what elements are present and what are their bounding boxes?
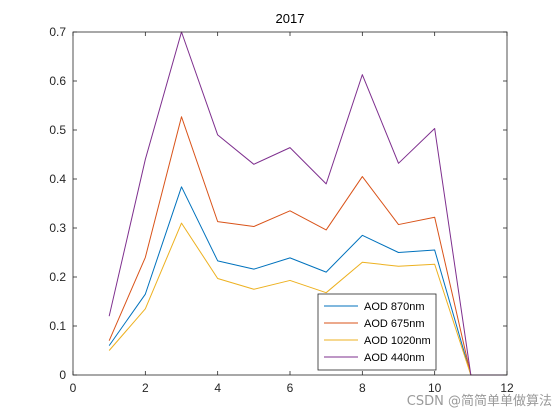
series-layer [108,31,507,376]
series-line-1 [108,186,507,376]
legend-label: AOD 1020nm [364,335,431,347]
y-tick-label: 0.1 [49,319,66,333]
chart-title: 2017 [276,11,305,26]
x-tick-label: 4 [214,381,221,395]
y-tick-label: 0.5 [49,123,66,137]
x-tick-label: 10 [428,381,442,395]
y-tick-label: 0.2 [49,270,66,284]
axes-layer: 0 2 4 6 8 10 12 0 0.1 0.2 0.3 0.4 0.5 0.6 0.7 [49,25,514,395]
legend-label: AOD 870nm [364,301,425,313]
x-tick-label: 8 [359,381,366,395]
y-tick-label: 0.3 [49,221,66,235]
x-tick-label: 0 [70,381,77,395]
series-line-3 [108,222,507,376]
legend-label: AOD 440nm [364,352,425,364]
y-tick-label: 0 [59,368,66,382]
plot-area [73,32,507,375]
x-tick-label: 12 [500,381,514,395]
series-line-2 [108,116,507,376]
series-line-4 [108,31,507,376]
legend-label: AOD 675nm [364,318,425,330]
watermark-text: CSDN @简简单单做算法 [407,393,552,409]
y-tick-label: 0.4 [49,172,66,186]
x-tick-label: 6 [287,381,294,395]
x-tick-label: 2 [142,381,149,395]
y-tick-label: 0.7 [49,25,66,39]
y-tick-label: 0.6 [49,74,66,88]
legend: AOD 870nm AOD 675nm AOD 1020nm AOD 440nm [317,293,437,371]
